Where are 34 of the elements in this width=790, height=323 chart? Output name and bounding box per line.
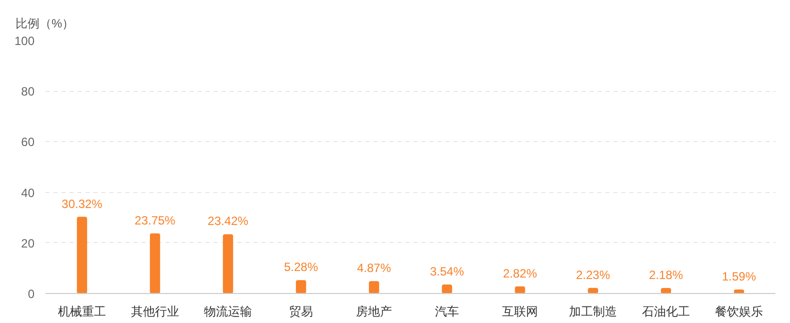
x-tick-label: 物流运输 bbox=[204, 304, 252, 318]
x-tick-label: 机械重工 bbox=[58, 304, 106, 318]
y-axis-title: 比例（%） bbox=[16, 16, 74, 30]
data-label: 2.82% bbox=[502, 266, 538, 280]
data-label: 5.28% bbox=[284, 260, 318, 274]
bar bbox=[442, 284, 452, 294]
x-tick-label: 房地产 bbox=[356, 304, 392, 318]
data-label: 2.23% bbox=[576, 268, 610, 282]
y-tick-label: 80 bbox=[21, 84, 35, 99]
x-tick-label: 加工制造 bbox=[569, 304, 617, 318]
bar bbox=[296, 280, 306, 294]
data-label: 30.32% bbox=[62, 196, 103, 211]
y-tick-label: 60 bbox=[21, 135, 35, 150]
x-tick-label: 互联网 bbox=[502, 304, 538, 318]
y-tick-label: 100 bbox=[14, 34, 35, 48]
bar bbox=[76, 216, 88, 294]
x-tick-label: 其他行业 bbox=[131, 304, 179, 318]
data-label: 1.59% bbox=[722, 269, 756, 284]
bar bbox=[514, 286, 526, 294]
x-tick-label: 石油化工 bbox=[642, 304, 690, 318]
bar bbox=[150, 233, 160, 294]
data-label: 3.54% bbox=[430, 264, 464, 279]
data-label: 23.75% bbox=[134, 213, 176, 228]
x-tick-label: 贸易 bbox=[289, 304, 313, 318]
data-label: 4.87% bbox=[356, 261, 392, 276]
data-label: 23.42% bbox=[208, 214, 249, 228]
bar bbox=[222, 234, 234, 294]
x-tick-label: 汽车 bbox=[435, 304, 459, 318]
bar bbox=[368, 281, 380, 294]
x-tick-label: 餐饮娱乐 bbox=[715, 304, 763, 318]
data-label: 2.18% bbox=[648, 268, 684, 282]
y-tick-label: 20 bbox=[21, 236, 35, 250]
y-tick-label: 0 bbox=[28, 287, 35, 301]
y-tick-label: 40 bbox=[21, 186, 35, 200]
